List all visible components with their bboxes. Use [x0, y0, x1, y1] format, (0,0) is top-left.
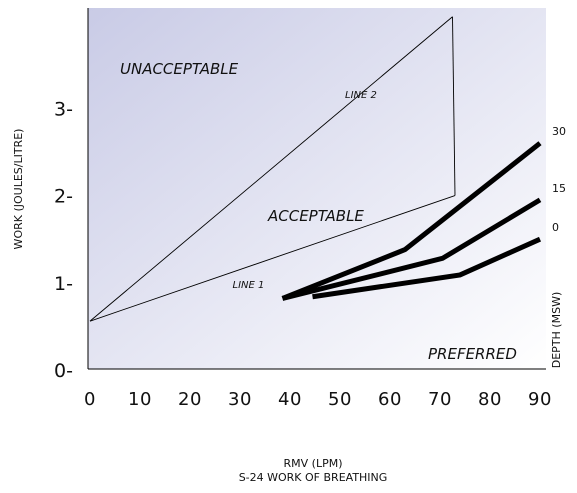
x-tick-label: 80 [478, 389, 502, 410]
region-label-acceptable: ACCEPTABLE [267, 207, 364, 225]
boundary-line-2 [89, 16, 453, 322]
chart-title: S-24 WORK OF BREATHING [239, 471, 388, 484]
x-tick-label: 0 [84, 389, 96, 410]
right-axis-label: DEPTH (MSW) [550, 292, 563, 368]
x-tick-label: 10 [128, 389, 152, 410]
x-tick-label: 70 [428, 389, 452, 410]
plot-area [88, 8, 546, 369]
x-tick-label: 40 [278, 389, 302, 410]
x-tick-label: 30 [228, 389, 252, 410]
boundary-vertical-line [452, 16, 456, 196]
line-1-label: LINE 1 [233, 280, 265, 291]
y-axis-label: WORK (JOULES/LITRE) [12, 129, 25, 250]
y-tick-label: 1- [54, 273, 73, 295]
depth-label-15: 15 [552, 182, 566, 195]
y-tick-label: 2- [54, 186, 73, 208]
region-label-unacceptable: UNACCEPTABLE [120, 60, 239, 78]
region-label-preferred: PREFERRED [428, 345, 517, 363]
x-tick-label: 90 [528, 389, 552, 410]
x-tick-label: 20 [178, 389, 202, 410]
x-axis-label: RMV (LPM) [284, 457, 343, 470]
series-line-depth-30 [281, 141, 542, 301]
boundary-line-1 [89, 195, 456, 322]
x-tick-label: 50 [328, 389, 352, 410]
series-line-depth-15 [281, 197, 542, 301]
y-tick-label: 3- [54, 98, 73, 120]
depth-label-30: 30 [552, 125, 566, 138]
depth-label-0: 0 [552, 221, 559, 234]
line-2-label: LINE 2 [345, 90, 377, 101]
series-line-depth-0 [312, 236, 542, 300]
y-tick-label: 0- [54, 360, 73, 382]
x-tick-label: 60 [378, 389, 402, 410]
